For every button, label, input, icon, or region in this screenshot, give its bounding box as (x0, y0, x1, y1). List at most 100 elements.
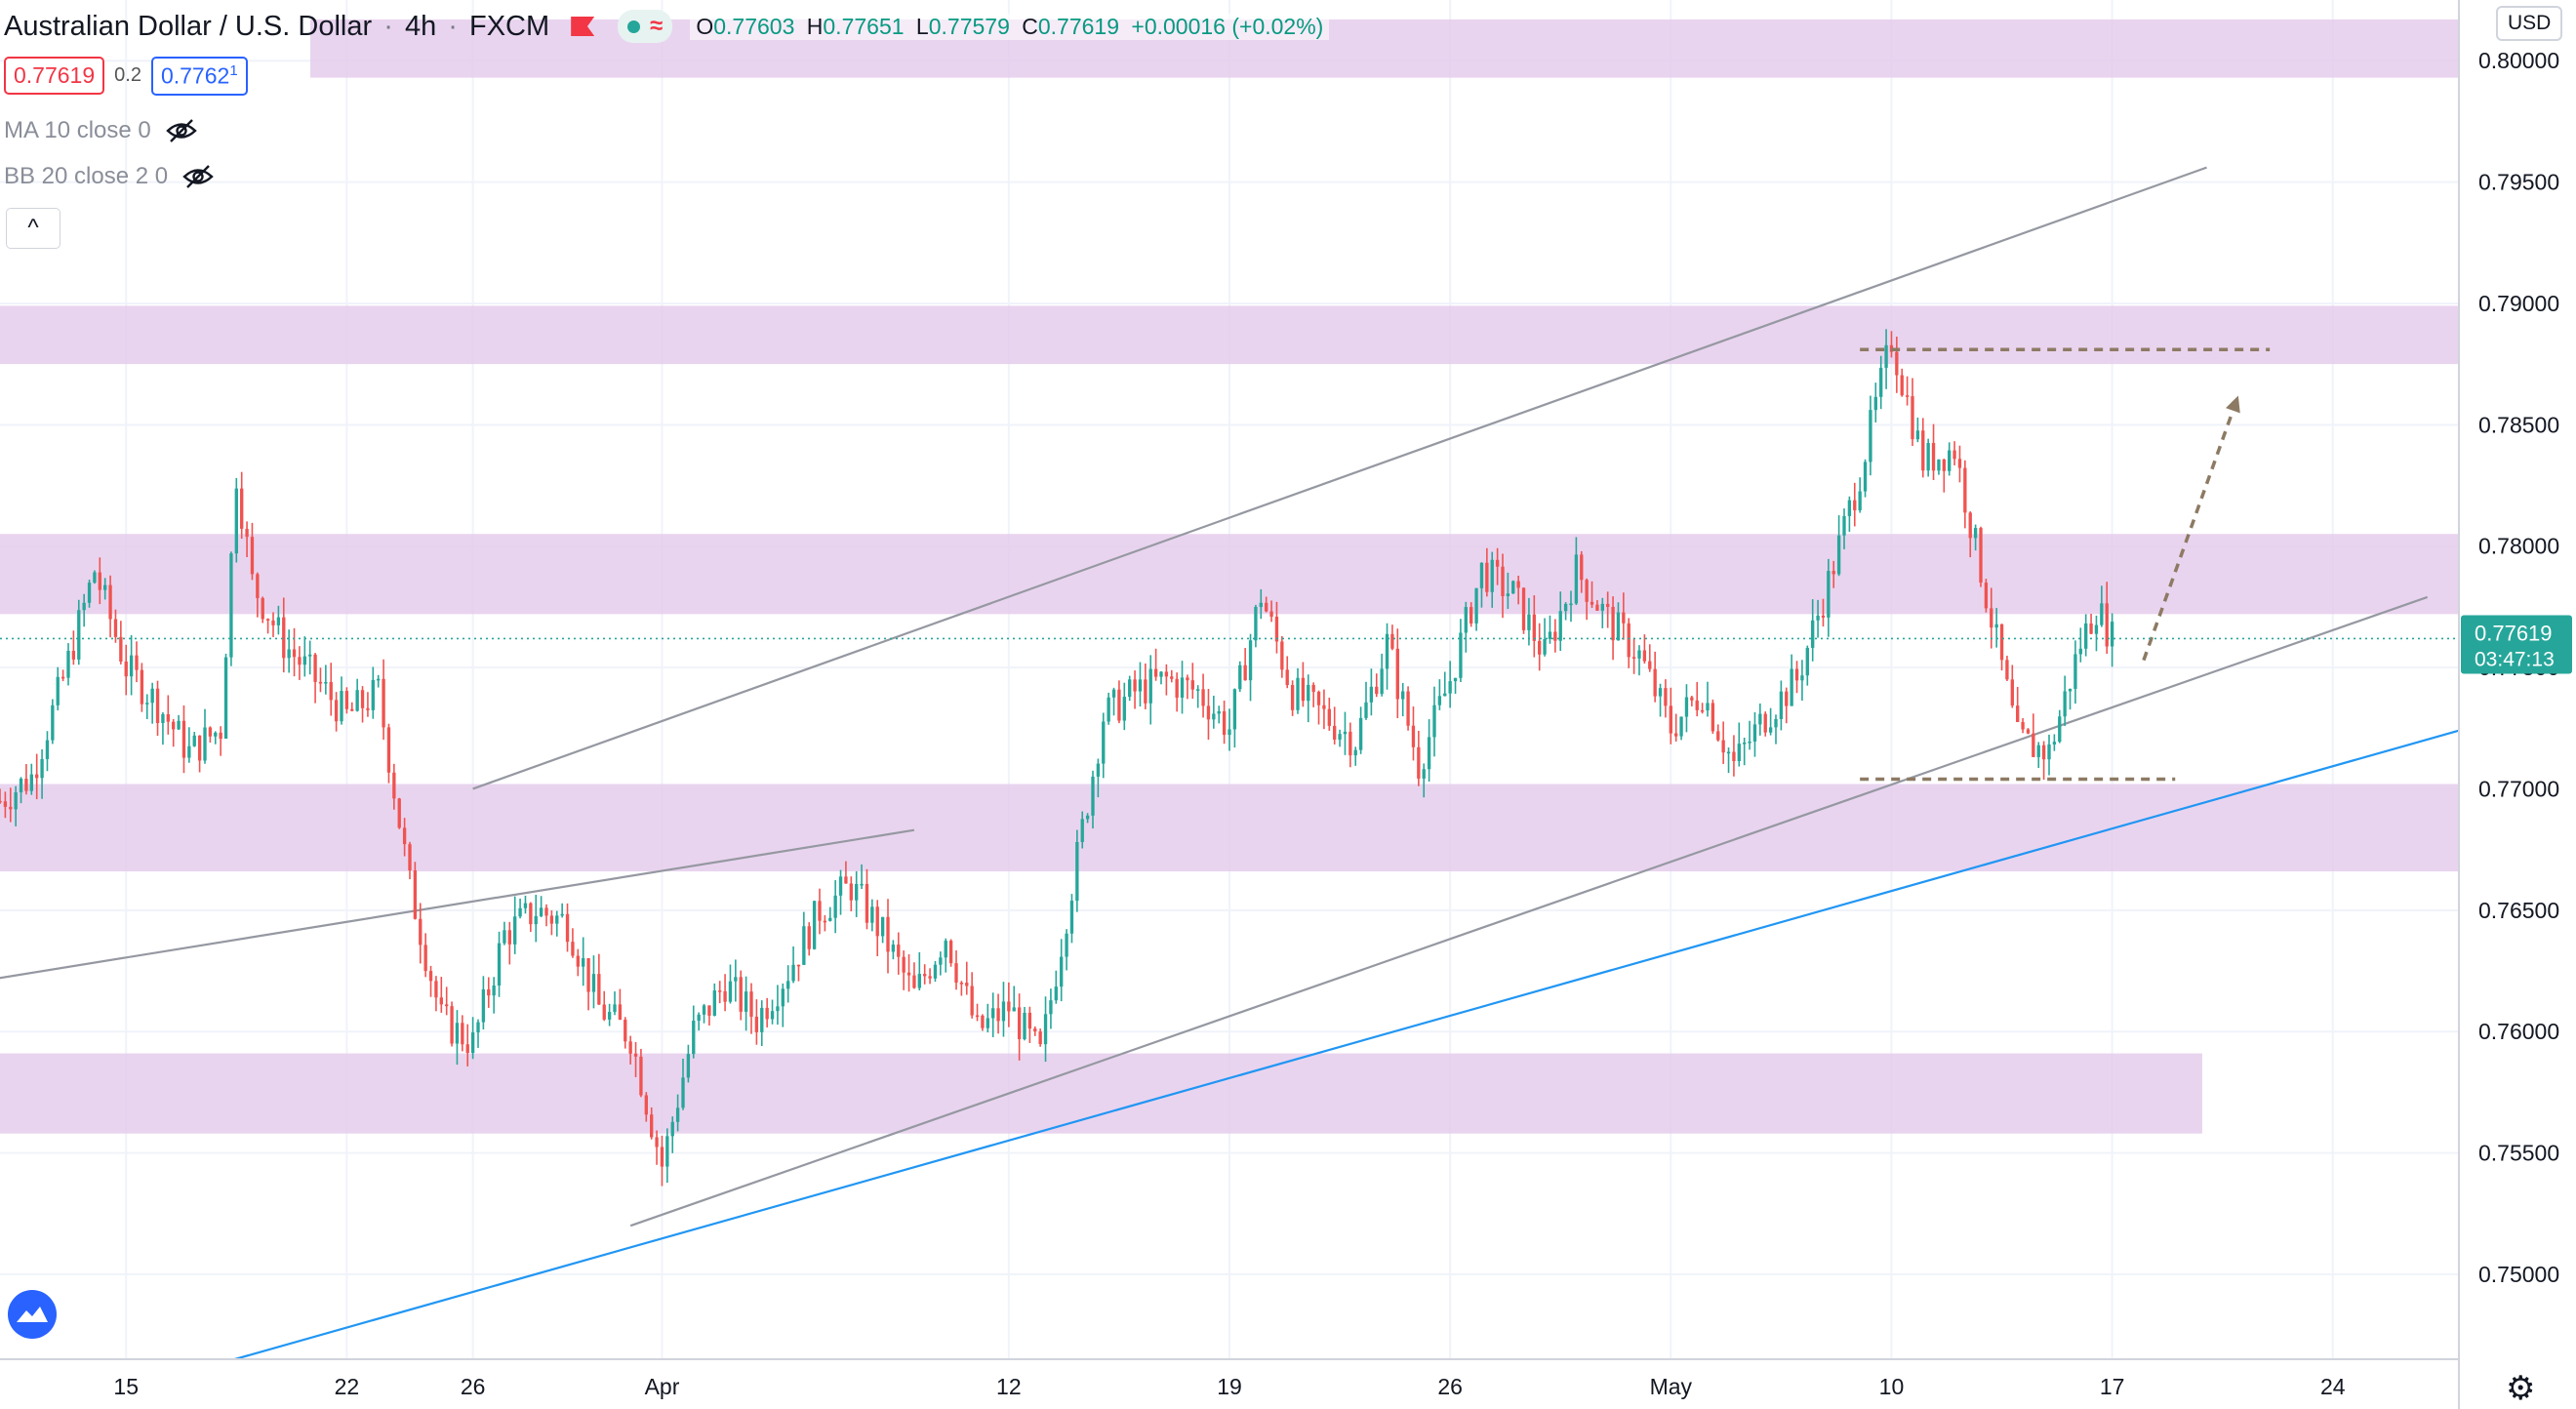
candle-down (408, 841, 412, 880)
candle-body (1827, 571, 1831, 618)
candle-down (1243, 648, 1247, 681)
candle-down (1375, 673, 1379, 698)
candle-down (1316, 690, 1321, 725)
close-value: 0.77619 (1037, 13, 1120, 39)
candle-body (428, 971, 433, 982)
candle-body (487, 988, 491, 996)
replay-wave-icon: ≈ (650, 13, 664, 39)
candle-body (1532, 614, 1536, 641)
candle-body (1190, 680, 1194, 690)
old-trend-line[interactable] (0, 828, 915, 984)
candle-body (481, 988, 486, 1023)
buy-price-button[interactable]: 0.77621 (150, 57, 248, 96)
candle-body (155, 688, 160, 723)
candle-body (1611, 606, 1615, 641)
candle-body (781, 988, 785, 1007)
candle-up (675, 1094, 680, 1132)
candle-body (203, 727, 207, 761)
flag-icon[interactable] (571, 17, 595, 36)
candle-down (1485, 547, 1489, 597)
legend-header: Australian Dollar / U.S. Dollar · 4h · F… (4, 6, 1330, 47)
symbol-title[interactable]: Australian Dollar / U.S. Dollar · 4h · F… (4, 10, 550, 42)
candle-up (1096, 758, 1101, 798)
price-axis-bg[interactable] (2459, 0, 2576, 1409)
zone-4[interactable] (0, 1053, 2202, 1134)
candle-body (392, 772, 396, 799)
candle-up (177, 714, 181, 731)
gear-icon[interactable]: ⚙ (2506, 1370, 2536, 1407)
time-tick-label: 15 (113, 1374, 139, 1399)
candle-up (986, 1003, 989, 1033)
zone-3[interactable] (0, 784, 2459, 872)
bar-countdown-label: 03:47:13 (2475, 648, 2555, 670)
candle-down (1290, 680, 1295, 716)
candle-down (1653, 651, 1657, 703)
candle-up (1085, 813, 1090, 824)
candle-body (2100, 603, 2104, 625)
candle-up (1353, 746, 1357, 766)
candle-body (959, 982, 964, 985)
candle-down (1280, 635, 1284, 678)
candle-up (56, 666, 60, 711)
channel-lower-line[interactable] (629, 595, 2429, 1228)
sell-price-button[interactable]: 0.77619 (4, 57, 105, 96)
candle-down (1406, 686, 1410, 731)
candle-body (1464, 607, 1468, 633)
collapse-legend-button[interactable]: ^ (6, 208, 60, 249)
low-value: 0.77579 (928, 13, 1010, 39)
channel-upper-line[interactable] (472, 166, 2207, 790)
indicator-bb[interactable]: BB 20 close 2 0 (4, 163, 215, 190)
tradingview-logo-icon[interactable] (8, 1290, 57, 1339)
candle-down (655, 1130, 659, 1165)
zone-1[interactable] (0, 305, 2459, 365)
candle-body (140, 669, 144, 704)
candle-body (360, 690, 365, 708)
annotations[interactable] (0, 347, 2459, 782)
candle-up (1994, 608, 1998, 648)
candle-body (470, 1032, 475, 1054)
candle-up (1380, 653, 1384, 697)
current-price-tag[interactable]: 0.77619 03:47:13 (2461, 615, 2572, 674)
candle-body (1637, 650, 1641, 659)
candle-body (14, 791, 18, 810)
candle-body (802, 926, 806, 965)
candle-down (628, 1035, 632, 1065)
candle-body (549, 915, 554, 924)
indicator-ma[interactable]: MA 10 close 0 (4, 117, 198, 144)
candle-down (1553, 619, 1557, 653)
market-status-pill[interactable]: ≈ (618, 10, 673, 43)
projection-arrow-head[interactable] (2226, 395, 2240, 414)
time-axis-bg[interactable] (0, 1359, 2576, 1409)
interval-label[interactable]: 4h (404, 10, 437, 42)
candle-up (371, 666, 375, 719)
candle-down (844, 861, 848, 884)
candle-body (928, 976, 932, 979)
eye-hidden-icon[interactable] (181, 164, 215, 189)
candle-body (1763, 713, 1767, 733)
candle-body (413, 870, 418, 919)
candle-up (1459, 619, 1463, 682)
support-line[interactable] (62, 729, 2460, 1409)
candle-down (24, 763, 28, 795)
candle-body (1721, 740, 1725, 753)
candle-body (1133, 679, 1137, 692)
time-tick-label: 22 (335, 1374, 360, 1399)
candle-down (1411, 706, 1416, 761)
candle-body (439, 997, 443, 1005)
zone-2[interactable] (0, 534, 2459, 615)
candle-body (476, 1022, 480, 1033)
eye-hidden-icon[interactable] (165, 118, 198, 143)
trend-lines[interactable] (0, 166, 2460, 1409)
resistance-support-zones[interactable] (0, 19, 2459, 1134)
projection-arrow-line[interactable] (2142, 394, 2240, 662)
candle-body (818, 901, 822, 921)
candle-down (261, 596, 264, 624)
candle-body (187, 745, 191, 758)
candle-down (2005, 655, 2009, 682)
candle-down (1627, 618, 1630, 668)
candle-body (1511, 581, 1515, 594)
currency-button[interactable]: USD (2496, 6, 2563, 41)
candle-body (1911, 396, 1914, 440)
candle-down (923, 964, 927, 985)
